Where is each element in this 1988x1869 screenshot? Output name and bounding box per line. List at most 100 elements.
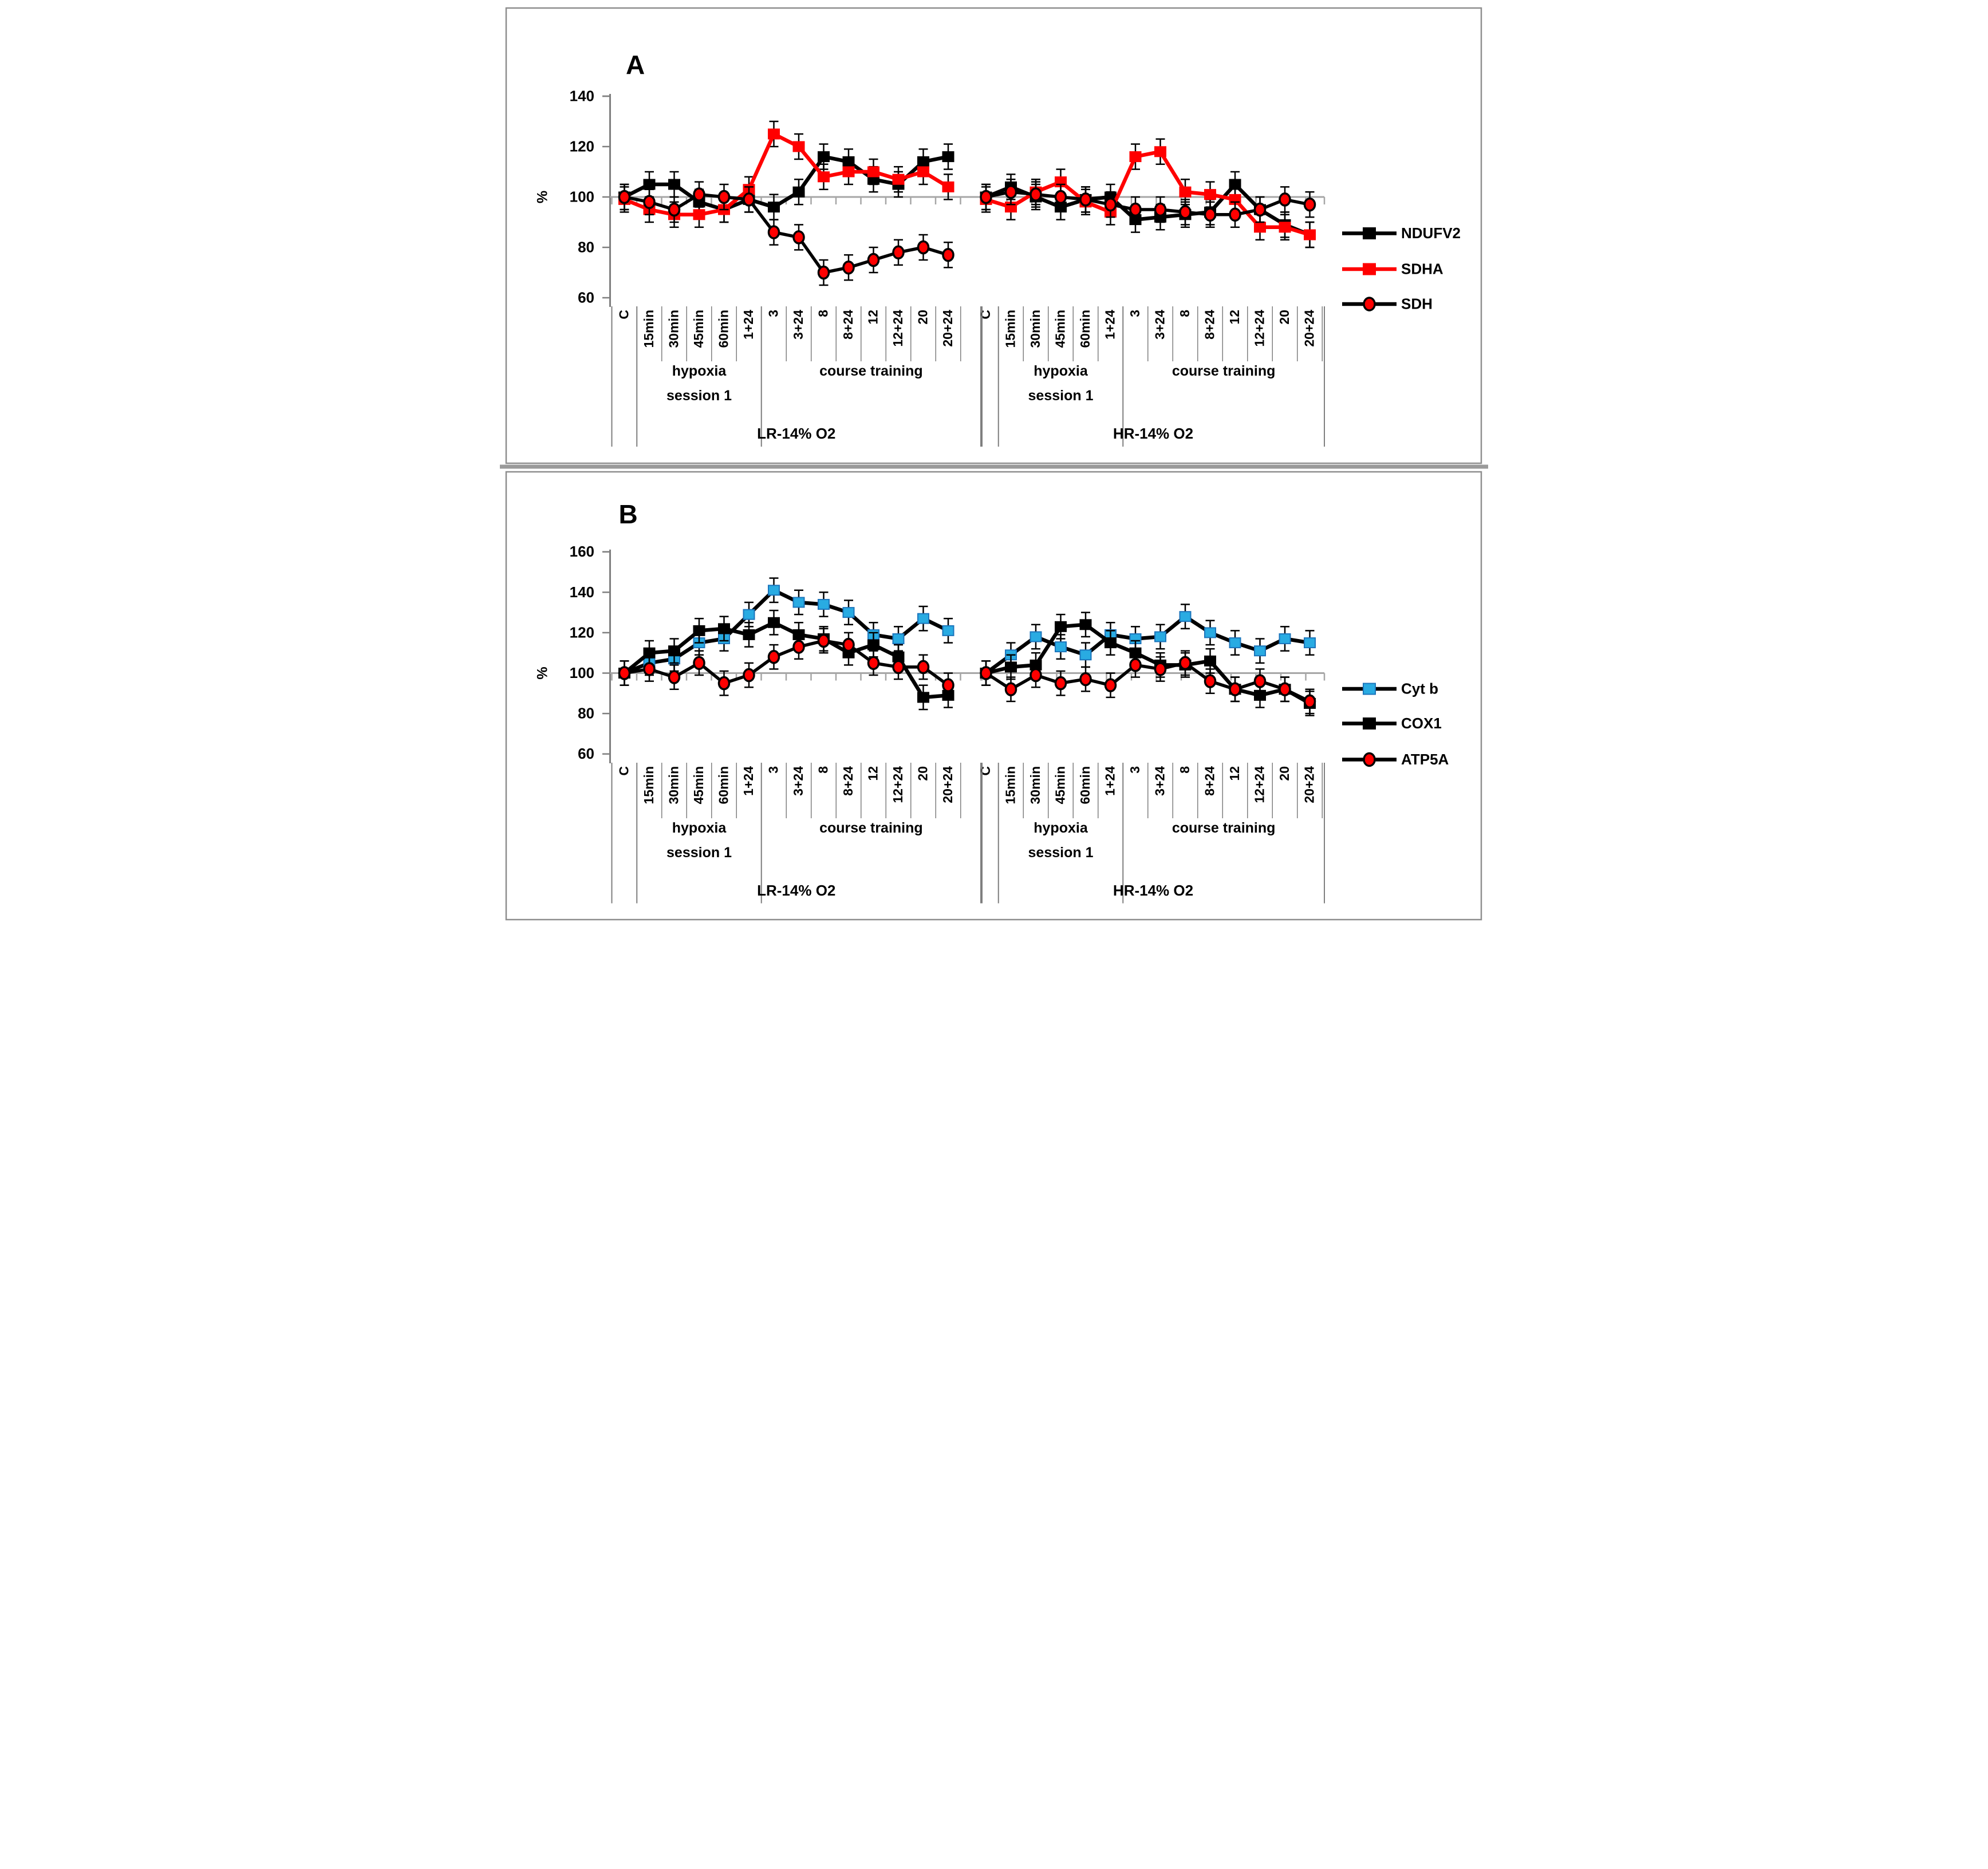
- group-label: HR-14% O2: [1113, 425, 1193, 442]
- data-point-marker: [1204, 655, 1216, 667]
- panel-b-chart: B 160 140 120 100 80 60% C 15min 30min 45min 60min 1…: [505, 471, 1482, 921]
- legend-item-NDUFV2: NDUFV2: [1342, 224, 1461, 242]
- category-label: 8: [816, 766, 831, 774]
- data-point-marker: [1204, 207, 1217, 222]
- data-point-marker: [867, 656, 880, 671]
- data-point-marker: [1304, 637, 1316, 649]
- data-point-marker: [818, 151, 830, 163]
- data-point-marker: [1030, 187, 1042, 202]
- data-point-marker: [1104, 197, 1117, 212]
- data-point-marker: [718, 623, 730, 634]
- data-point-marker: [1129, 658, 1142, 672]
- data-point-marker: [1179, 656, 1192, 671]
- data-point-marker: [980, 190, 992, 204]
- legend-marker-circle: [1363, 297, 1376, 312]
- stage-label-course-training: course training: [819, 820, 923, 836]
- data-point-marker: [917, 166, 929, 178]
- data-point-marker: [717, 190, 731, 204]
- legend: Cyt b COX1 ATP5A: [1342, 680, 1449, 768]
- data-point-marker: [1055, 621, 1067, 632]
- data-point-marker: [668, 202, 681, 217]
- data-point-marker: [942, 625, 954, 636]
- panel-border: [505, 7, 1482, 464]
- data-point-marker: [917, 240, 930, 255]
- category-label: 45min: [691, 310, 706, 348]
- group-label: LR-14% O2: [757, 425, 835, 442]
- data-point-marker: [892, 633, 905, 644]
- stage-label-course-training: course training: [819, 363, 923, 379]
- category-label: 45min: [1053, 310, 1068, 348]
- category-label: 30min: [666, 766, 681, 804]
- category-label: 20+24: [940, 310, 955, 347]
- data-point-marker: [643, 179, 656, 190]
- data-point-marker: [1303, 694, 1316, 709]
- category-label: 60min: [716, 766, 731, 804]
- data-point-marker: [1079, 649, 1092, 661]
- legend-label: SDHA: [1401, 261, 1443, 278]
- data-point-marker: [618, 190, 631, 204]
- stage-label-session: session 1: [1028, 388, 1094, 404]
- data-point-marker: [1179, 205, 1192, 219]
- legend-label: ATP5A: [1401, 751, 1449, 768]
- category-label: 8+24: [1202, 310, 1217, 340]
- data-point-marker: [618, 666, 631, 680]
- data-point-marker: [818, 171, 830, 183]
- data-point-marker: [867, 166, 879, 178]
- data-point-marker: [1129, 151, 1142, 163]
- data-point-marker: [743, 192, 755, 207]
- data-point-marker: [867, 253, 880, 267]
- category-label: 3: [766, 310, 781, 317]
- category-label: 60min: [1078, 766, 1092, 804]
- series-ATP5A: [980, 650, 1316, 715]
- stage-label-session: session 1: [666, 388, 732, 404]
- data-point-marker: [1004, 682, 1017, 696]
- category-label: 12: [866, 766, 881, 781]
- data-point-marker: [842, 607, 855, 618]
- data-point-marker: [1279, 633, 1291, 644]
- data-point-marker: [668, 645, 680, 657]
- data-point-marker: [867, 639, 879, 650]
- data-point-marker: [1279, 222, 1291, 233]
- stage-label-hypoxia: hypoxia: [1034, 820, 1088, 836]
- category-label: 8+24: [841, 766, 855, 796]
- data-point-marker: [1104, 678, 1117, 692]
- category-label: 20: [916, 310, 930, 325]
- legend-label: NDUFV2: [1401, 224, 1461, 242]
- data-point-marker: [1079, 192, 1092, 207]
- panel-a-chart: A 140 120 100 80 60% C 15min 30min 45min 60min 1+24…: [500, 7, 1488, 469]
- data-point-marker: [792, 230, 805, 245]
- data-point-marker: [768, 202, 780, 213]
- category-label: 8: [1177, 766, 1192, 774]
- data-point-marker: [892, 174, 905, 185]
- data-point-marker: [1179, 611, 1192, 622]
- data-point-marker: [1154, 662, 1167, 676]
- data-point-marker: [917, 613, 929, 624]
- y-tick-label: 60: [578, 745, 594, 762]
- y-tick-label: 80: [578, 239, 594, 256]
- category-label: 3: [766, 766, 781, 774]
- data-point-marker: [1279, 682, 1291, 696]
- y-tick-label: 100: [570, 664, 594, 681]
- series-ATP5A: [618, 628, 954, 699]
- data-point-marker: [668, 670, 681, 684]
- data-point-marker: [1253, 202, 1267, 217]
- data-point-marker: [717, 676, 731, 691]
- group-label: HR-14% O2: [1113, 882, 1193, 899]
- series-COX1: [980, 612, 1316, 716]
- panel-a: A 140 120 100 80 60% C 15min 30min 45min 60min 1+24…: [497, 0, 1491, 470]
- category-label: 3: [1127, 766, 1142, 774]
- data-point-marker: [1229, 207, 1241, 222]
- category-label: 15min: [1003, 310, 1018, 348]
- data-point-marker: [1253, 674, 1267, 688]
- category-label: 60min: [716, 310, 731, 348]
- data-point-marker: [792, 640, 805, 654]
- y-axis-title: %: [535, 667, 551, 679]
- panel-label: A: [626, 50, 645, 80]
- data-point-marker: [792, 186, 805, 198]
- y-tick-label: 120: [570, 138, 594, 155]
- data-point-marker: [892, 245, 905, 260]
- legend-label: Cyt b: [1401, 680, 1438, 697]
- data-point-marker: [1154, 146, 1166, 157]
- data-point-marker: [643, 662, 656, 676]
- data-point-marker: [1129, 202, 1142, 217]
